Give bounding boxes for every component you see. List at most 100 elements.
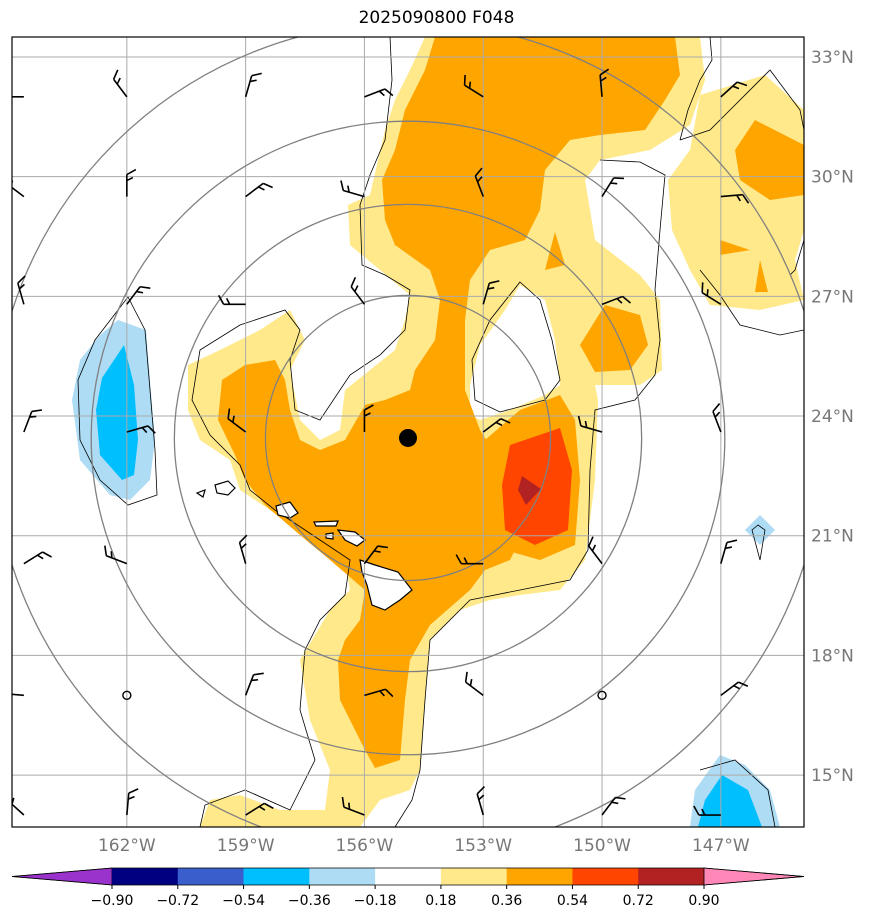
- wind-barb: [482, 280, 500, 305]
- wind-barb: [340, 180, 365, 198]
- wind-barb: [363, 545, 388, 565]
- colorbar-tick-label: −0.18: [354, 893, 397, 909]
- colorbar-segment: [440, 868, 508, 885]
- colorbar-tick-label: 0.54: [557, 893, 588, 909]
- wind-barb: [601, 177, 625, 198]
- negative-anomaly-east-dot: [745, 515, 775, 545]
- wind-barb: [701, 282, 722, 306]
- colorbar-tick-label: −0.90: [91, 893, 134, 909]
- wind-barb: [712, 403, 722, 433]
- map-plot-area: [12, 37, 804, 827]
- wind-barb: [720, 81, 748, 98]
- wind-barb: [126, 425, 156, 434]
- wind-barb: [720, 539, 738, 564]
- positive-anomaly-darkred: [518, 476, 541, 505]
- colorbar-tick-label: 0.90: [688, 893, 719, 909]
- wind-barb: [341, 796, 365, 816]
- lat-tick-label: 18°N: [811, 646, 854, 666]
- positive-anomaly-main-orange: [218, 37, 680, 768]
- wind-barb: [601, 295, 631, 306]
- colorbar-segment: [506, 868, 573, 885]
- wind-barb: [588, 536, 603, 565]
- lon-tick-label: 159°W: [217, 836, 275, 856]
- wind-barb: [474, 167, 484, 197]
- positive-anomaly-orange-northeast: [735, 120, 804, 200]
- colorbar-tick-label: −0.54: [222, 893, 265, 909]
- colorbar: −0.90 −0.72 −0.54 −0.36 −0.18 0.18 0.36 0.54 0.7…: [11, 867, 805, 909]
- wind-barb: [693, 805, 721, 816]
- wind-barb: [455, 554, 484, 565]
- wind-barb: [126, 285, 151, 305]
- lon-tick-label: 162°W: [98, 836, 156, 856]
- wind-barb: [126, 168, 137, 197]
- wind-barb: [17, 275, 26, 305]
- wind-barb: [720, 193, 750, 204]
- wind-barb: [463, 74, 484, 98]
- wind-barb: [482, 418, 511, 433]
- island-niihau: [195, 489, 206, 498]
- wind-barb: [23, 551, 52, 565]
- wind-barb: [217, 294, 246, 306]
- lon-tick-label: 150°W: [573, 836, 631, 856]
- calm-wind-circle: [122, 690, 132, 701]
- island-kauai: [214, 480, 236, 496]
- wind-barb: [364, 88, 394, 98]
- wind-barb: [238, 534, 248, 564]
- colorbar-segment: [243, 868, 310, 885]
- range-ring: [264, 294, 552, 582]
- lat-tick-label: 27°N: [811, 287, 854, 307]
- wind-barb: [577, 415, 603, 433]
- colorbar-segment: [375, 868, 442, 885]
- calm-wind-circle: [597, 690, 607, 701]
- range-ring: [173, 203, 643, 673]
- lat-tick-label: 33°N: [811, 48, 854, 68]
- wind-barb: [350, 277, 366, 305]
- island-molokai: [313, 520, 339, 527]
- hawaiian-islands: [195, 480, 413, 611]
- negative-anomaly-southeast-core: [698, 775, 762, 827]
- wind-barb: [112, 69, 128, 98]
- wind-barb: [23, 409, 43, 433]
- colorbar-tick-label: −0.36: [288, 893, 331, 909]
- wind-barb: [601, 796, 626, 816]
- map-frame: [11, 36, 805, 828]
- wind-barb: [245, 802, 274, 816]
- wind-barb: [720, 681, 749, 696]
- longitude-labels: 162°W 159°W 156°W 153°W 150°W 147°W: [98, 836, 750, 856]
- lat-tick-label: 15°N: [811, 766, 854, 786]
- latitude-labels: 33°N 30°N 27°N 24°N 21°N 18°N 15°N: [811, 48, 854, 786]
- colorbar-tick-label: 0.18: [425, 893, 456, 909]
- storm-center-marker: [399, 428, 417, 447]
- wind-barb: [244, 672, 264, 696]
- wind-barb: [244, 72, 262, 98]
- positive-anomaly-orange-ne-sliver: [720, 240, 768, 292]
- wind-barb: [12, 96, 24, 98]
- wind-barbs: [12, 68, 750, 816]
- colorbar-tick-label: 0.36: [491, 893, 522, 909]
- lon-tick-label: 147°W: [692, 836, 750, 856]
- colorbar-segment: [309, 868, 376, 885]
- wind-barb: [227, 408, 247, 433]
- wind-barb: [599, 68, 610, 97]
- colorbar-extend-low: [11, 867, 113, 886]
- lat-tick-label: 21°N: [811, 527, 854, 547]
- positive-anomaly-orange-east-blob: [580, 305, 648, 372]
- range-rings: [12, 37, 804, 827]
- range-ring: [90, 120, 726, 756]
- wind-barb: [476, 786, 486, 816]
- lon-tick-label: 156°W: [336, 836, 394, 856]
- island-oahu: [275, 501, 299, 519]
- island-maui: [336, 529, 366, 547]
- wind-barb: [245, 182, 273, 198]
- colorbar-tick-label: −0.72: [156, 893, 199, 909]
- wind-barb: [104, 545, 128, 565]
- colorbar-extend-high: [703, 867, 805, 886]
- lat-tick-label: 30°N: [811, 168, 854, 188]
- negative-anomaly-west-core: [96, 345, 138, 480]
- wind-barb: [364, 688, 394, 698]
- colorbar-tick-label: 0.72: [623, 893, 654, 909]
- colorbar-segment: [177, 868, 245, 885]
- wind-barb: [464, 671, 484, 696]
- wind-barb: [12, 692, 24, 697]
